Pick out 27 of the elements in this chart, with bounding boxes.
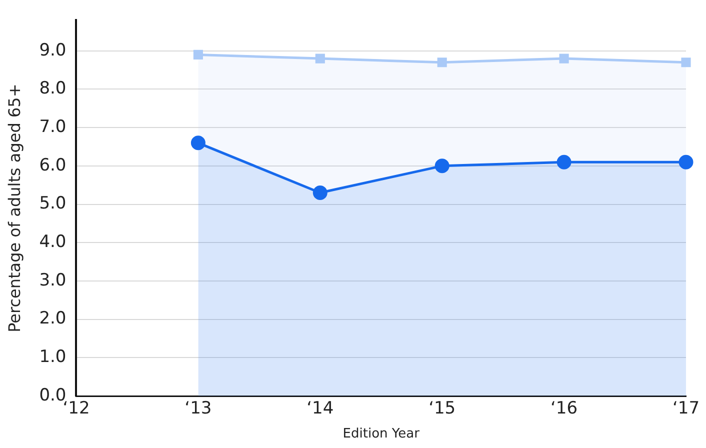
point [678, 154, 694, 170]
x-tick-label: ‘15 [428, 398, 456, 419]
point [437, 58, 447, 68]
point [312, 186, 328, 200]
point [434, 158, 450, 174]
x-tick-label: ‘16 [550, 398, 578, 419]
point [190, 136, 206, 150]
y-tick-label: 8.0 [39, 78, 66, 99]
x-axis-title: Edition Year [342, 426, 420, 442]
y-tick-label: 2.0 [39, 308, 66, 329]
y-tick-label: 7.0 [39, 116, 66, 137]
y-tick-label: 4.0 [39, 232, 66, 252]
y-tick-label: 3.0 [39, 270, 66, 290]
y-axis-title: Percentage of adults aged 65+ [4, 84, 24, 332]
x-tick-label: ‘13 [184, 398, 212, 419]
point [556, 154, 572, 170]
y-tick-label: 5.0 [39, 194, 66, 214]
x-tick-label: ‘14 [306, 398, 334, 419]
x-tick-label: ‘17 [672, 398, 700, 419]
x-tick-label: ‘12 [62, 398, 90, 419]
point [315, 54, 325, 64]
point [193, 50, 203, 60]
y-tick-label: 9.0 [39, 40, 66, 60]
point [681, 58, 691, 68]
point [559, 54, 569, 64]
y-tick-label: 1.0 [39, 347, 66, 368]
y-tick-label: 6.0 [39, 155, 66, 176]
